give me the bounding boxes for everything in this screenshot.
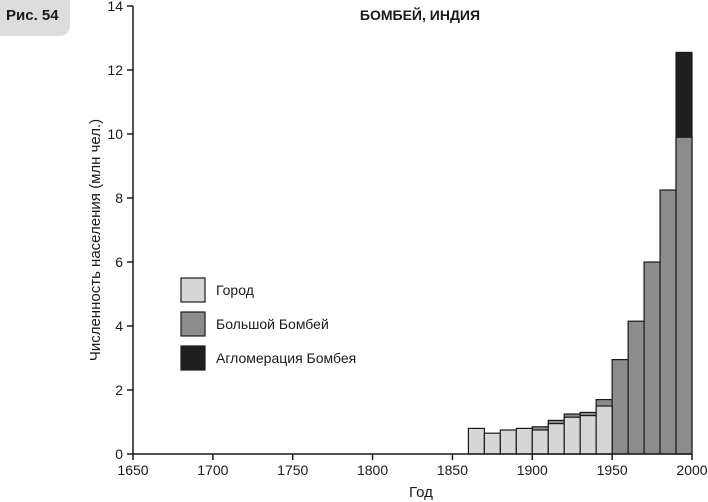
- bar-city-1890: [515, 427, 533, 455]
- bar-greater-1960: [627, 320, 645, 455]
- x-tick-label: 1800: [357, 462, 388, 478]
- y-tick-label: 10: [107, 126, 123, 142]
- legend: Город Большой Бомбей Агломерация Бомбея: [180, 277, 356, 371]
- y-tick-label: 0: [115, 446, 123, 462]
- x-tick-label: 1950: [597, 462, 628, 478]
- bar-city-1920: [563, 416, 581, 455]
- y-tick-label: 12: [107, 62, 123, 78]
- y-axis-title: Численность населения (млн чел.): [87, 119, 104, 361]
- x-tick-label: 1900: [517, 462, 548, 478]
- bar-city-1860: [467, 427, 485, 455]
- x-tick-label: 1750: [277, 462, 308, 478]
- bar-city-1930: [579, 415, 597, 455]
- bar-greater-1980: [659, 189, 677, 455]
- y-tick-label: 14: [107, 0, 123, 14]
- bar-city-1880: [499, 429, 517, 455]
- legend-label-city: Город: [216, 282, 254, 298]
- y-tick-label: 2: [115, 382, 123, 398]
- x-tick-label: 1700: [197, 462, 228, 478]
- x-tick-label: 1850: [437, 462, 468, 478]
- bar-city-1910: [547, 423, 565, 455]
- legend-label-agglomeration: Агломерация Бомбея: [216, 350, 356, 366]
- legend-swatch-city: [180, 277, 206, 303]
- bar-city-1940: [595, 405, 613, 455]
- y-tick-label: 4: [115, 318, 123, 334]
- figure-label: Рис. 54: [6, 7, 59, 24]
- legend-label-greater: Большой Бомбей: [216, 316, 329, 332]
- legend-swatch-greater: [180, 311, 206, 337]
- x-axis-title: Год: [409, 484, 433, 501]
- y-tick-label: 6: [115, 254, 123, 270]
- figure-badge: Рис. 54: [0, 0, 70, 36]
- legend-swatch-agglomeration: [180, 345, 206, 371]
- x-tick-label: 2000: [676, 462, 707, 478]
- x-tick-label: 1650: [117, 462, 148, 478]
- x-ticks: 1650 1700 1750 1800 1850 1900 1950 2000: [117, 454, 708, 478]
- chart-title: БОМБЕЙ, ИНДИЯ: [360, 6, 480, 23]
- bar-city-1900: [531, 429, 549, 455]
- bars-group: [467, 51, 693, 455]
- bar-greater-1970: [643, 261, 661, 455]
- bar-greater-1950: [611, 359, 629, 455]
- y-ticks: 0 2 4 6 8 10 12 14: [107, 0, 133, 462]
- y-tick-label: 8: [115, 190, 123, 206]
- bar-city-1870: [483, 432, 501, 455]
- bar-greater-1990: [675, 136, 693, 455]
